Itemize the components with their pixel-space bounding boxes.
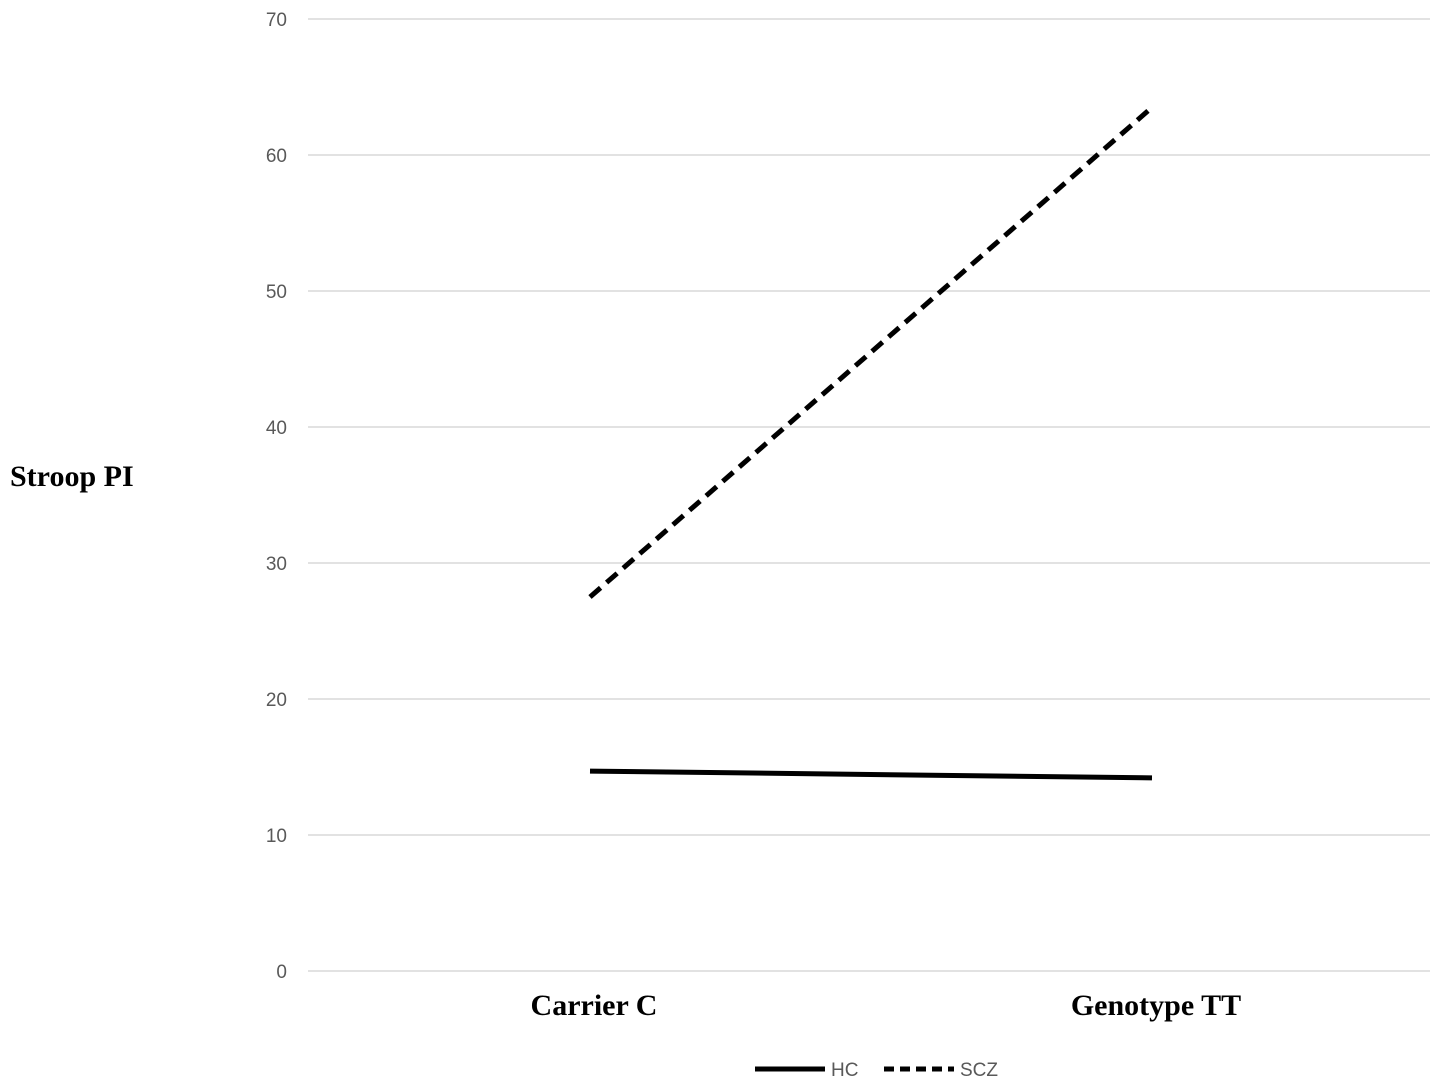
y-tick-label: 10 [266, 826, 287, 847]
legend: HC SCZ [755, 1060, 998, 1080]
y-tick-label: 30 [266, 554, 287, 575]
legend-label-scz: SCZ [960, 1060, 998, 1080]
y-tick-label: 70 [266, 10, 287, 31]
gridlines [308, 18, 1430, 972]
y-tick-label: 0 [276, 962, 287, 983]
y-tick-label: 40 [266, 418, 287, 439]
y-axis-ticks: 0 10 20 30 40 50 60 70 [266, 10, 287, 983]
series-lines [588, 105, 1154, 781]
x-axis-categories: Carrier C Genotype TT [531, 989, 1242, 1022]
x-category-label: Carrier C [531, 989, 658, 1022]
y-tick-label: 50 [266, 282, 287, 303]
y-tick-label: 20 [266, 690, 287, 711]
y-axis-title: Stroop PI [10, 460, 134, 493]
y-tick-label: 60 [266, 146, 287, 167]
series-line-scz [588, 105, 1154, 599]
legend-label-hc: HC [831, 1060, 858, 1080]
series-line-hc [589, 768, 1153, 781]
x-category-label: Genotype TT [1071, 989, 1241, 1022]
